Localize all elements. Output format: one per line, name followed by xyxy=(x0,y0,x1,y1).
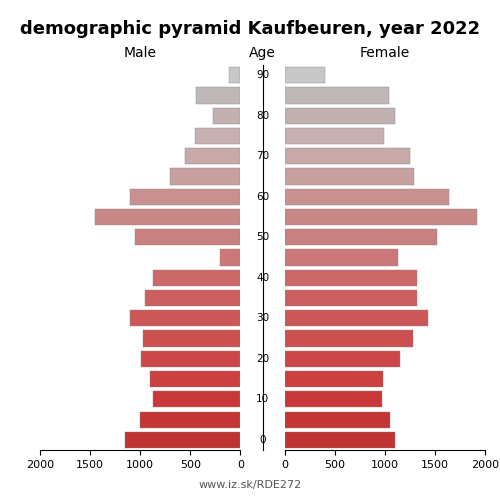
Bar xyxy=(130,310,240,326)
Bar xyxy=(125,432,240,448)
Bar xyxy=(285,188,449,205)
Bar xyxy=(135,229,240,246)
Text: www.iz.sk/RDE272: www.iz.sk/RDE272 xyxy=(198,480,302,490)
Bar xyxy=(285,128,384,144)
Bar xyxy=(229,67,240,83)
Bar xyxy=(153,391,240,407)
Bar xyxy=(141,350,240,367)
Bar xyxy=(285,168,414,184)
Bar xyxy=(285,108,395,124)
Bar xyxy=(140,412,240,428)
Bar xyxy=(285,310,428,326)
Text: 40: 40 xyxy=(256,273,269,283)
Bar xyxy=(285,290,417,306)
Text: Age: Age xyxy=(249,46,276,60)
Bar xyxy=(285,209,477,225)
Text: 0: 0 xyxy=(260,435,266,445)
Text: 80: 80 xyxy=(256,110,269,120)
Text: 30: 30 xyxy=(256,314,269,324)
Bar xyxy=(196,88,240,104)
Bar xyxy=(285,250,398,266)
Text: Female: Female xyxy=(360,46,410,60)
Text: 60: 60 xyxy=(256,192,269,202)
Bar xyxy=(285,350,400,367)
Bar xyxy=(95,209,240,225)
Bar xyxy=(285,371,383,387)
Bar xyxy=(285,88,389,104)
Bar xyxy=(185,148,240,164)
Bar xyxy=(143,330,240,346)
Text: 70: 70 xyxy=(256,151,269,161)
Text: Male: Male xyxy=(124,46,156,60)
Bar xyxy=(213,108,240,124)
Bar xyxy=(153,270,240,286)
Text: 50: 50 xyxy=(256,232,269,242)
Bar xyxy=(285,229,437,246)
Bar xyxy=(285,412,390,428)
Text: 20: 20 xyxy=(256,354,269,364)
Bar xyxy=(285,270,417,286)
Bar xyxy=(285,330,413,346)
Bar xyxy=(170,168,240,184)
Bar xyxy=(285,432,395,448)
Bar xyxy=(145,290,240,306)
Bar xyxy=(130,188,240,205)
Bar xyxy=(220,250,240,266)
Text: 90: 90 xyxy=(256,70,269,80)
Bar xyxy=(150,371,240,387)
Text: 10: 10 xyxy=(256,394,269,404)
Bar xyxy=(195,128,240,144)
Bar xyxy=(285,67,325,83)
Text: demographic pyramid Kaufbeuren, year 2022: demographic pyramid Kaufbeuren, year 202… xyxy=(20,20,480,38)
Bar xyxy=(285,391,382,407)
Bar xyxy=(285,148,410,164)
